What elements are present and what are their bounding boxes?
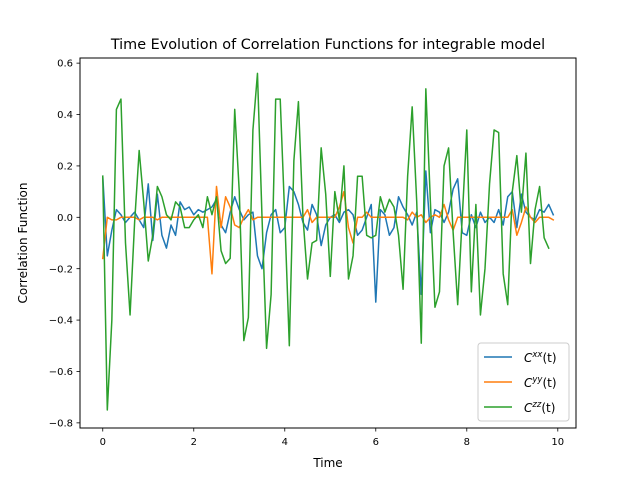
series-line-yy [101, 185, 555, 275]
series-layer [101, 72, 555, 411]
series-line-zz [101, 72, 550, 411]
x-tick-label: 6 [373, 437, 379, 448]
x-tick-label: 4 [282, 437, 288, 448]
legend-label-zz: Czz(t) [524, 400, 555, 415]
y-tick-label: 0.6 [57, 59, 73, 70]
x-tick-label: 0 [100, 437, 106, 448]
legend-label-main: C [524, 376, 533, 390]
legend-label-tail: (t) [541, 401, 555, 415]
legend-label-main: C [524, 351, 533, 365]
legend-items: Cxx(t)Cyy(t)Czz(t) [484, 350, 557, 415]
x-axis-label: Time [312, 456, 342, 470]
y-tick-label: 0.4 [57, 110, 73, 121]
x-tick-label: 2 [191, 437, 197, 448]
legend-label-xx: Cxx(t) [524, 350, 557, 365]
legend-box [477, 342, 570, 422]
chart-title: Time Evolution of Correlation Functions … [110, 37, 545, 53]
legend-label-yy: Cyy(t) [524, 375, 557, 390]
legend-label-tail: (t) [542, 376, 556, 390]
series-line-xx [101, 170, 555, 303]
legend-label-tail: (t) [542, 351, 556, 365]
y-axis-label: Correlation Function [16, 182, 30, 303]
y-axis-ticks: −0.8 −0.6 −0.4 −0.2 0.0 0.2 0.4 0.6 [49, 59, 80, 429]
x-tick-label: 8 [464, 437, 470, 448]
legend: Cxx(t)Cyy(t)Czz(t) [477, 342, 570, 422]
x-tick-label: 10 [551, 437, 564, 448]
y-tick-label: −0.8 [49, 418, 73, 429]
y-tick-label: 0.2 [57, 162, 73, 173]
y-tick-label: −0.6 [49, 367, 73, 378]
legend-label-main: C [524, 401, 533, 415]
y-tick-label: 0.0 [57, 213, 73, 224]
plot-area: 0 2 4 6 8 10 −0.8 −0.6 −0.4 −0.2 0.0 0.2 0.4 0.6 [49, 57, 577, 448]
legend-label-superscript: xx [531, 350, 543, 360]
legend-label-superscript: zz [531, 400, 541, 410]
axes-frame [79, 57, 577, 429]
y-tick-label: −0.4 [49, 316, 73, 327]
y-tick-label: −0.2 [49, 264, 73, 275]
legend-label-superscript: yy [531, 375, 543, 385]
x-axis-ticks: 0 2 4 6 8 10 [100, 428, 564, 448]
